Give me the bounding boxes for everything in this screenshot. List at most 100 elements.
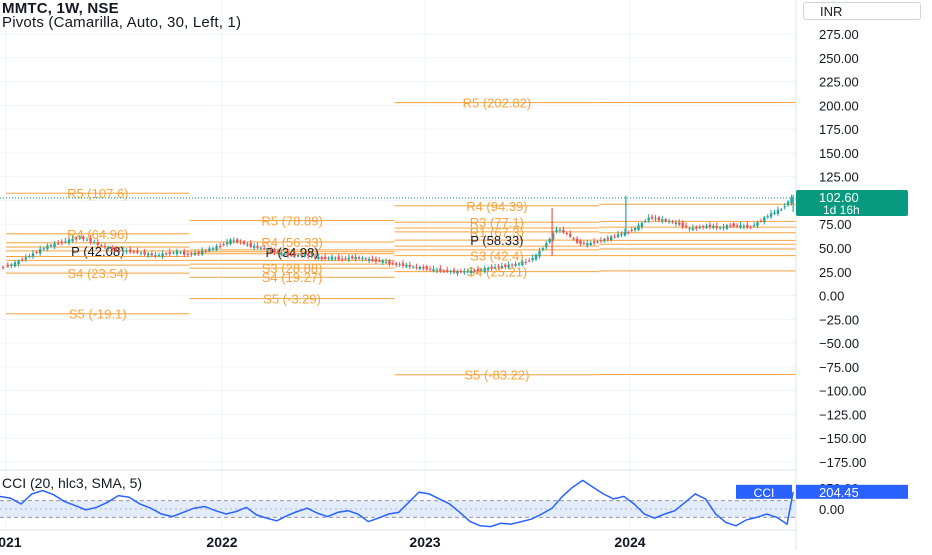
candle-body	[364, 258, 367, 260]
candle-body	[232, 240, 236, 242]
pivot-label-1-s3: S3 (28.88)	[262, 261, 323, 276]
candle-body	[565, 233, 568, 235]
candle-body	[361, 258, 364, 260]
candle-body	[582, 242, 586, 244]
candle-body	[469, 270, 473, 274]
candle-body	[290, 254, 293, 256]
candle-layer	[1, 194, 794, 276]
candle-body	[125, 250, 128, 252]
candle-body	[732, 223, 735, 227]
candle-body	[193, 252, 197, 255]
candle-body	[654, 218, 657, 220]
candle-body	[168, 251, 171, 254]
candle-body	[739, 225, 742, 228]
candle-body	[395, 263, 398, 265]
cci-line	[0, 479, 794, 528]
candle-body	[452, 269, 456, 273]
candle-body	[497, 266, 500, 268]
candle-body	[524, 262, 527, 264]
candle-body	[24, 257, 27, 260]
candle-body	[266, 249, 269, 251]
candle-body	[280, 252, 283, 255]
candle-body	[107, 247, 110, 249]
pivot-label-2-r1: R1 (67.3)	[470, 225, 524, 240]
candle-body	[439, 268, 442, 272]
candle-body	[572, 238, 575, 240]
candle-body	[538, 251, 541, 257]
cci-tick-label: 0.00	[819, 502, 844, 517]
candle-body	[6, 265, 9, 267]
indicator-legend[interactable]: Pivots (Camarilla, Auto, 30, Left, 1)	[2, 14, 242, 31]
candle-body	[303, 254, 307, 257]
price-tick-label: 275.00	[819, 27, 859, 42]
price-tick-label: −100.00	[819, 384, 866, 399]
candle-body	[215, 246, 218, 250]
candle-body	[466, 271, 469, 273]
candle-body	[320, 256, 324, 259]
candle-body	[354, 256, 357, 260]
candle-body	[476, 269, 480, 272]
time-axis[interactable]: 2021 2022 2023 2024	[0, 529, 796, 550]
candle-body	[378, 260, 381, 262]
candle-body	[204, 250, 207, 252]
pivot-label-1-r5: R5 (78.89)	[261, 214, 322, 229]
pivot-label-2-r4: R4 (94.39)	[466, 199, 527, 214]
candle-body	[671, 221, 674, 223]
candle-body	[459, 270, 463, 273]
candle-body	[623, 231, 627, 236]
candle-body	[118, 249, 121, 251]
candle-body	[147, 253, 150, 256]
candle-body	[136, 250, 139, 253]
candle-body	[60, 241, 63, 244]
price-tick-label: 75.00	[819, 217, 852, 232]
pivot-label-2-s3: S3 (42.4)	[470, 249, 523, 264]
candle-body	[735, 225, 739, 227]
pivot-label-2-p: P (58.33)	[470, 233, 523, 248]
cci-pane	[0, 479, 796, 528]
candle-body	[208, 248, 211, 252]
candle-body	[381, 260, 384, 263]
candle-body	[606, 237, 609, 240]
candle-body	[286, 252, 290, 256]
candle-body	[310, 256, 313, 258]
candle-body	[391, 263, 395, 265]
candle-body	[211, 248, 215, 249]
candle-body	[480, 269, 483, 271]
candle-body	[678, 222, 681, 225]
candle-body	[688, 228, 691, 230]
candle-body	[493, 267, 497, 269]
candle-body	[432, 269, 435, 271]
candle-body	[405, 264, 408, 267]
candle-body	[323, 256, 327, 260]
candle-body	[422, 266, 425, 269]
candle-body	[67, 239, 71, 244]
candle-body	[442, 270, 445, 272]
candle-body	[705, 226, 708, 228]
candle-body	[752, 225, 756, 227]
candle-body	[242, 241, 246, 244]
candle-body	[446, 269, 449, 272]
price-tick-label: 175.00	[819, 122, 859, 137]
cci-legend[interactable]: CCI (20, hlc3, SMA, 5)	[2, 475, 143, 491]
candle-body	[569, 233, 572, 237]
candle-body	[179, 252, 182, 254]
candle-body	[425, 266, 428, 270]
candle-body	[229, 239, 232, 245]
time-tick-label: 2021	[0, 534, 22, 550]
candle-body	[398, 264, 401, 266]
candle-body	[157, 254, 161, 256]
candle-body	[269, 249, 273, 252]
candle-body	[667, 220, 671, 222]
currency-button[interactable]: INR	[803, 2, 921, 20]
candle-body	[197, 251, 200, 254]
candle-body	[551, 233, 555, 240]
candle-body	[236, 239, 239, 243]
candle-body	[627, 231, 630, 233]
candle-body	[783, 206, 786, 208]
candle-body	[411, 266, 415, 268]
pivot-layer: R5 (107.6)R4 (64.96)P (42.08)S4 (23.54)S…	[6, 96, 796, 383]
price-axis[interactable]: 275.00 250.00 225.00 200.00 175.00 150.00 125.…	[736, 0, 908, 550]
candle-body	[388, 260, 391, 265]
symbol-title[interactable]: MMTC, 1W, NSE	[2, 0, 119, 17]
